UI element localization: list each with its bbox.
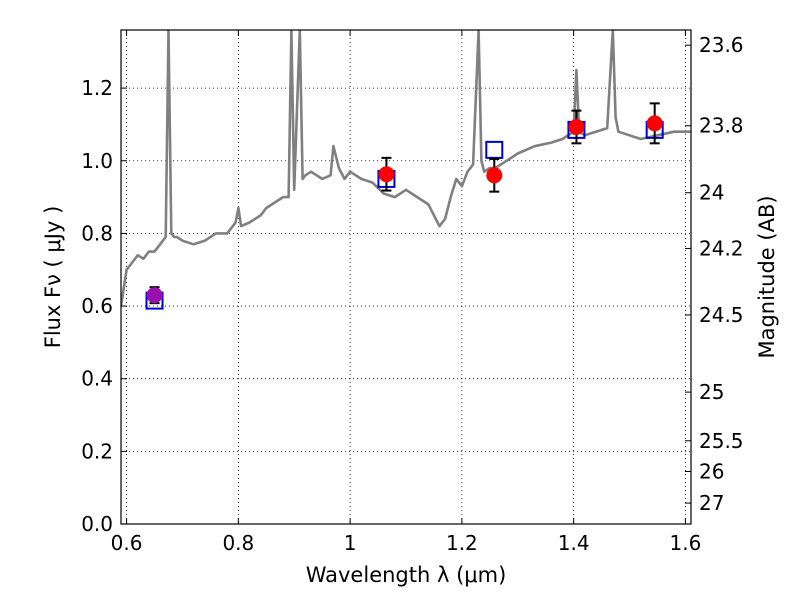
right-tick-label: 25 [699,380,724,404]
right-tick-label: 24.2 [699,236,744,260]
y-tick-label: 0.8 [81,221,113,245]
observed-point-marker [568,118,585,135]
x-tick-label: 0.8 [222,531,254,555]
y-tick-label: 0.4 [81,367,113,391]
model-square-marker [485,140,504,159]
x-tick-label: 1 [344,531,357,555]
observed-point-marker [646,115,663,132]
right-tick-label: 23.8 [699,114,744,138]
plot-frame [120,29,692,525]
right-axis-title: Magnitude (AB) [755,195,779,358]
right-tick-label: 27 [699,491,724,515]
right-tick-label: 26 [699,459,724,483]
y-axis-title: Flux Fν ( μJy ) [41,206,65,349]
x-tick-label: 1.2 [446,531,478,555]
grid-lines [121,30,691,524]
observed-point-marker [146,287,163,304]
x-tick-label: 0.6 [111,531,143,555]
y-tick-label: 0.0 [81,512,113,536]
right-tick-label: 24 [699,181,724,205]
right-tick-label: 23.6 [699,33,744,57]
observed-point-marker [486,167,503,184]
x-axis-title: Wavelength λ (μm) [306,563,507,587]
y-tick-label: 0.2 [81,439,113,463]
axis-ticks: 0.6 0.8 1 1.2 1.4 1.6 0.0 0.2 0.4 0.6 0.8 1.0 1.2 23.… [81,30,744,555]
plot-area [121,30,691,310]
x-tick-label: 1.6 [670,531,702,555]
right-tick-label: 25.5 [699,429,744,453]
observed-point-marker [378,166,395,183]
y-tick-label: 1.2 [81,76,113,100]
y-tick-label: 1.0 [81,149,113,173]
x-tick-label: 1.4 [558,531,590,555]
right-tick-label: 24.5 [699,303,744,327]
y-tick-label: 0.6 [81,294,113,318]
model-spectrum-line [121,30,691,307]
